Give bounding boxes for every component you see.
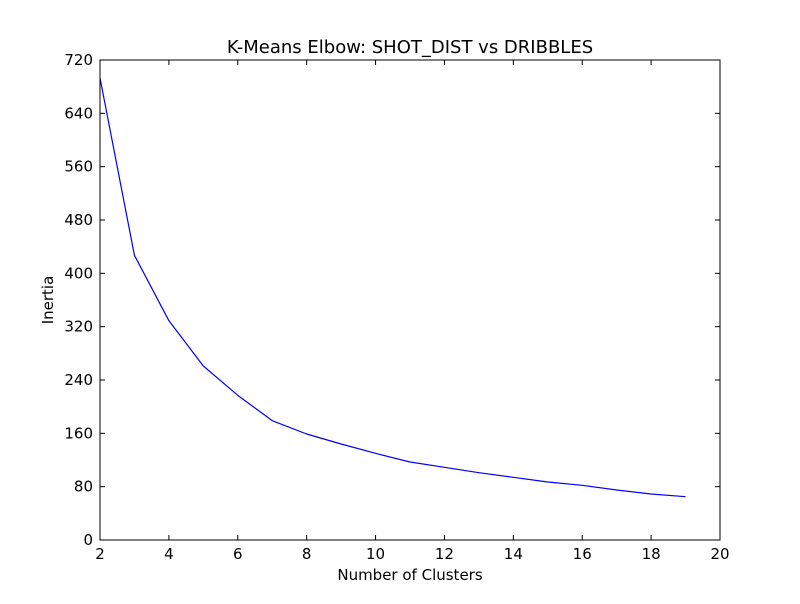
y-tick-label: 640: [64, 104, 93, 122]
x-axis-label: Number of Clusters: [337, 566, 482, 584]
y-tick-label: 240: [64, 371, 93, 389]
x-tick-label: 20: [710, 545, 729, 563]
plot-frame: [99, 59, 721, 541]
x-tick-label: 4: [164, 545, 174, 563]
axis-ticks: 2 4 6 8 10 12 14 16 18 20 0 80 160 240 320 400 480 560 640…: [64, 51, 729, 563]
x-tick-label: 16: [573, 545, 592, 563]
plot-area: [99, 77, 686, 498]
x-tick-label: 2: [95, 545, 105, 563]
y-tick-label: 80: [74, 478, 93, 496]
series-line-0: [99, 77, 686, 498]
chart-title: K-Means Elbow: SHOT_DIST vs DRIBBLES: [227, 37, 593, 58]
y-tick-label: 160: [64, 424, 93, 442]
y-tick-label: 720: [64, 51, 93, 69]
x-tick-label: 12: [435, 545, 454, 563]
y-tick-label: 560: [64, 158, 93, 176]
y-axis-label: Inertia: [39, 276, 57, 325]
x-tick-label: 10: [366, 545, 385, 563]
y-tick-label: 0: [83, 531, 93, 549]
y-tick-label: 320: [64, 318, 93, 336]
y-tick-label: 400: [64, 264, 93, 282]
x-tick-label: 18: [642, 545, 661, 563]
x-tick-label: 14: [504, 545, 523, 563]
y-tick-label: 480: [64, 211, 93, 229]
x-tick-label: 8: [302, 545, 312, 563]
x-tick-label: 6: [233, 545, 243, 563]
